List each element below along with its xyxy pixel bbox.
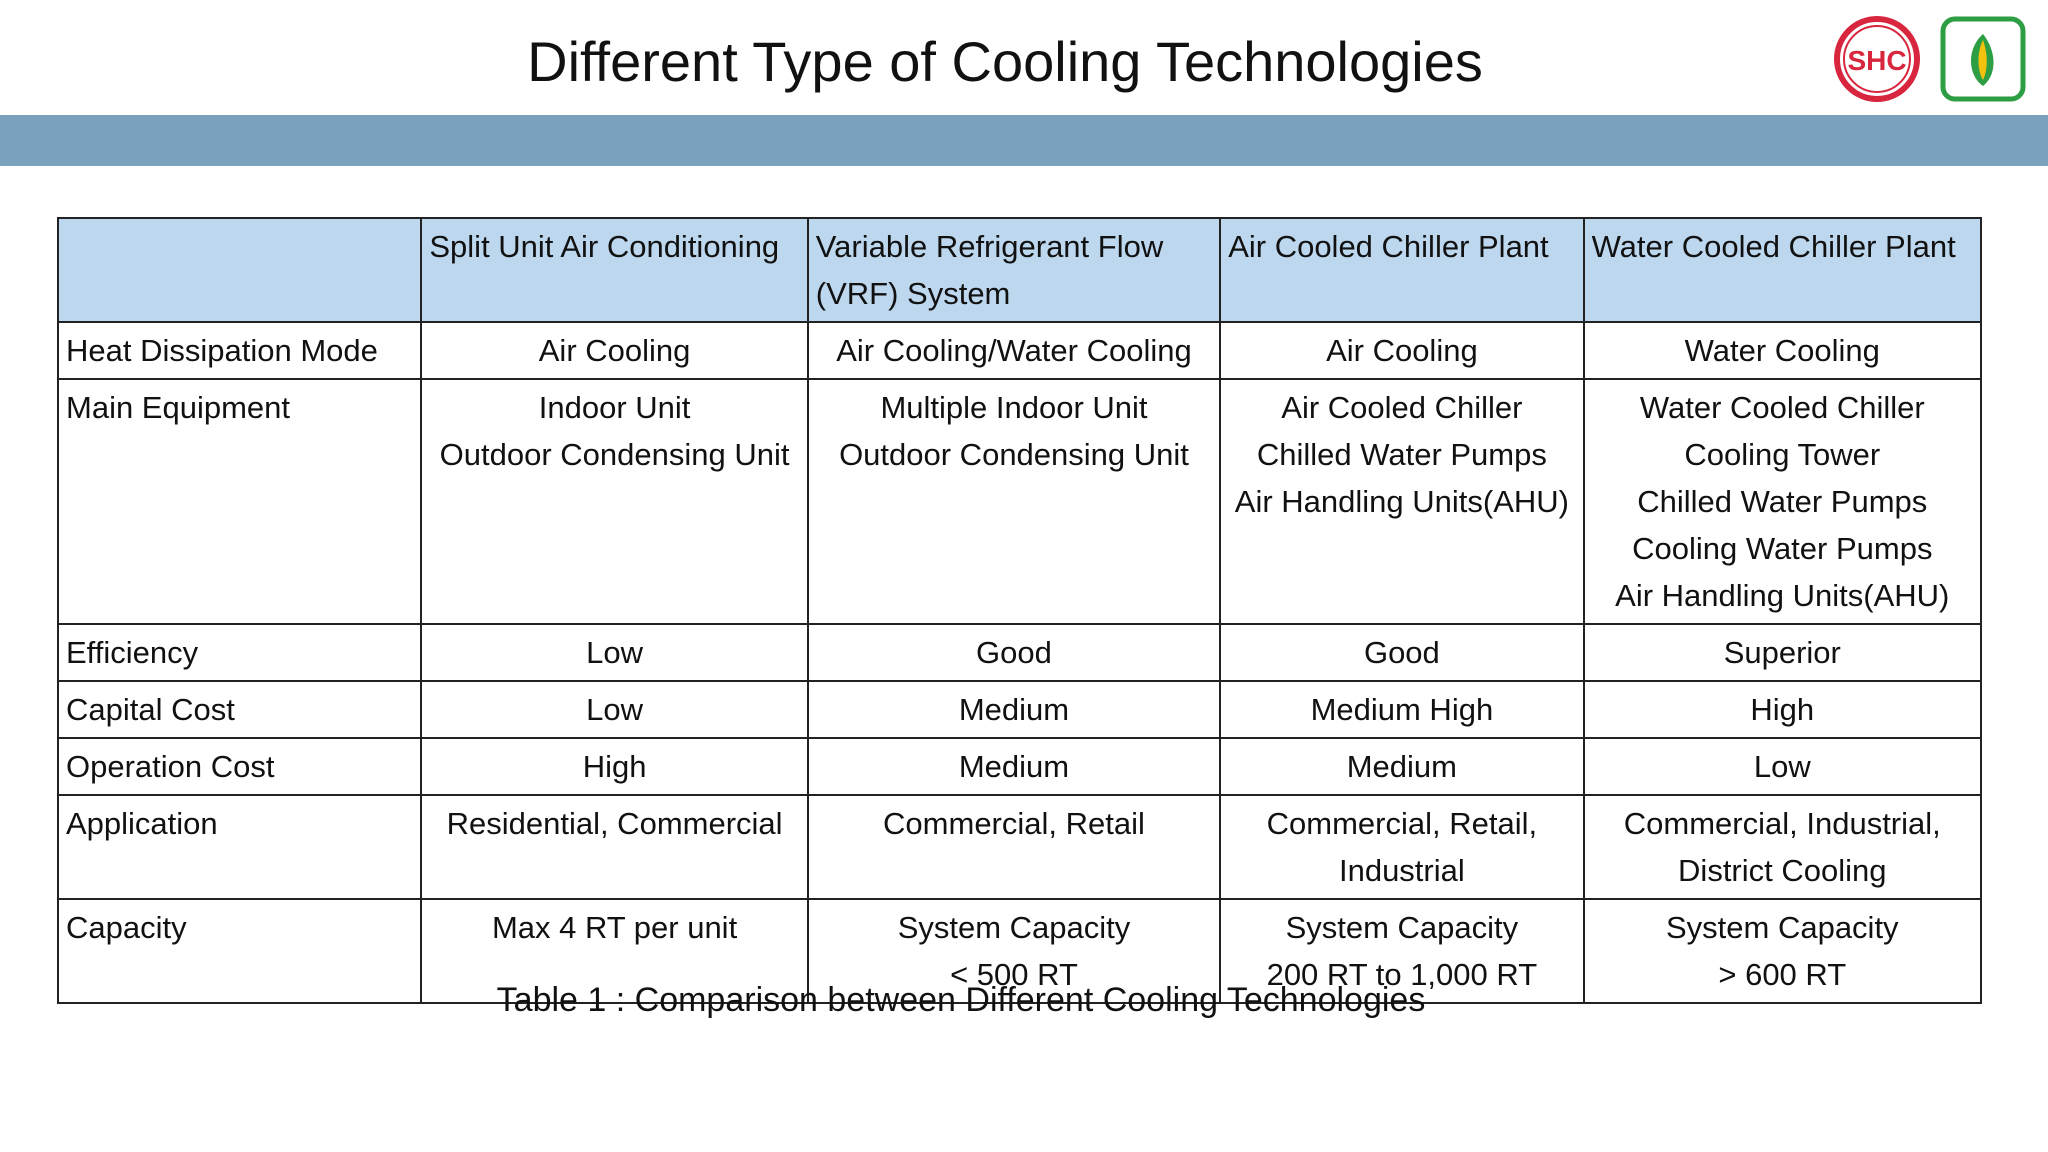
table-cell: Commercial, Retail (806, 794, 1222, 900)
comparison-table: Split Unit Air Conditioning Variable Ref… (56, 217, 1983, 1004)
cell-line: Commercial, Industrial, (1623, 806, 1941, 841)
cell-line: Low (1753, 749, 1811, 784)
cell-line: Multiple Indoor Unit (880, 390, 1148, 425)
table-cell: Air Cooling/Water Cooling (806, 321, 1222, 380)
table-cell: High (420, 737, 809, 796)
table-cell: Medium (1219, 737, 1585, 796)
table-cell: Low (420, 680, 809, 739)
cell-line: Air Cooling (1326, 333, 1478, 368)
cell-line: Commercial, Retail, (1266, 806, 1538, 841)
table-cell: Low (1582, 737, 1983, 796)
cell-line: Water Cooled Chiller (1639, 390, 1925, 425)
table-cell: System Capacity > 600 RT (1582, 898, 1983, 1004)
row-label: Efficiency (56, 623, 423, 682)
cell-line: Chilled Water Pumps (1256, 437, 1547, 472)
cell-line: Industrial (1338, 853, 1465, 888)
row-label: Capacity (56, 898, 423, 1004)
table-cell: System Capacity < 500 RT (806, 898, 1222, 1004)
table-cell: Air Cooling (420, 321, 809, 380)
row-label: Heat Dissipation Mode (56, 321, 423, 380)
cell-line: Good (1363, 635, 1440, 670)
cell-line: Water Cooling (1684, 333, 1880, 368)
logo-group: SHC (1832, 14, 2028, 104)
row-label: Application (56, 794, 423, 900)
header-cell-vrf: Variable Refrigerant Flow (VRF) System (806, 217, 1222, 323)
table-cell: Multiple Indoor Unit Outdoor Condensing … (806, 378, 1222, 625)
cell-line: System Capacity (1665, 910, 1899, 945)
cell-line: High (1750, 692, 1815, 727)
table-row: Operation Cost High Medium Medium Low (56, 737, 1983, 796)
table-row: Capacity Max 4 RT per unit System Capaci… (56, 898, 1983, 1004)
table-cell: Air Cooled Chiller Chilled Water Pumps A… (1219, 378, 1585, 625)
cell-line: Commercial, Retail (883, 806, 1145, 841)
table-cell: Residential, Commercial (420, 794, 809, 900)
row-label: Capital Cost (56, 680, 423, 739)
cell-line: Good (976, 635, 1052, 670)
table-cell: Good (806, 623, 1222, 682)
header-cell-air-cooled: Air Cooled Chiller Plant (1219, 217, 1585, 323)
cell-line: Low (586, 692, 643, 727)
svg-text:SHC: SHC (1847, 45, 1906, 76)
cell-line: District Cooling (1678, 853, 1887, 888)
header-cell-empty (56, 217, 423, 323)
table-cell: Medium High (1219, 680, 1585, 739)
table-cell: Air Cooling (1219, 321, 1585, 380)
cell-line: Medium High (1310, 692, 1494, 727)
table-row: Application Residential, Commercial Comm… (56, 794, 1983, 900)
cell-line: Air Handling Units(AHU) (1234, 484, 1569, 519)
cell-line: Low (586, 635, 643, 670)
header-cell-water-cooled: Water Cooled Chiller Plant (1582, 217, 1983, 323)
table-cell: Good (1219, 623, 1585, 682)
cell-line: Chilled Water Pumps (1637, 484, 1928, 519)
cell-line: Air Handling Units(AHU) (1615, 578, 1950, 613)
cell-line: Air Cooling/Water Cooling (836, 333, 1192, 368)
cell-line: Superior (1723, 635, 1841, 670)
row-label: Operation Cost (56, 737, 423, 796)
cell-line: 200 RT to 1,000 RT (1266, 957, 1538, 992)
table-cell: Water Cooled Chiller Cooling Tower Chill… (1582, 378, 1983, 625)
cell-line: > 600 RT (1718, 957, 1847, 992)
cell-line: Medium (958, 692, 1070, 727)
table-row: Main Equipment Indoor Unit Outdoor Conde… (56, 378, 1983, 625)
cell-line: System Capacity (1285, 910, 1519, 945)
table-cell: Medium (806, 737, 1222, 796)
leaf-logo-icon (1940, 16, 2026, 102)
cell-line: Medium (958, 749, 1070, 784)
table-row: Capital Cost Low Medium Medium High High (56, 680, 1983, 739)
cell-line: Outdoor Condensing Unit (439, 437, 790, 472)
table-cell: Indoor Unit Outdoor Condensing Unit (420, 378, 809, 625)
cell-line: Residential, Commercial (446, 806, 783, 841)
table-row: Heat Dissipation Mode Air Cooling Air Co… (56, 321, 1983, 380)
table-cell: Superior (1582, 623, 1983, 682)
title-band (0, 115, 2048, 166)
table-cell: Commercial, Retail, Industrial (1219, 794, 1585, 900)
cell-line: Max 4 RT per unit (491, 910, 738, 945)
table-cell: Max 4 RT per unit (420, 898, 809, 1004)
slide-title: Different Type of Cooling Technologies (527, 30, 1483, 93)
shc-logo-icon: SHC (1834, 16, 1920, 102)
header-cell-split-unit: Split Unit Air Conditioning (420, 217, 809, 323)
table-cell: Medium (806, 680, 1222, 739)
cell-line: Air Cooled Chiller (1281, 390, 1523, 425)
table-cell: System Capacity 200 RT to 1,000 RT (1219, 898, 1585, 1004)
table-caption: Table 1 : Comparison between Different C… (496, 981, 1426, 1019)
table-cell: Low (420, 623, 809, 682)
cell-line: Medium (1346, 749, 1457, 784)
cell-line: High (582, 749, 647, 784)
cell-line: Air Cooling (538, 333, 691, 368)
table-cell: Water Cooling (1582, 321, 1983, 380)
table-cell: Commercial, Industrial, District Cooling (1582, 794, 1983, 900)
cell-line: Cooling Tower (1684, 437, 1881, 472)
cell-line: Outdoor Condensing Unit (839, 437, 1189, 472)
table-row: Efficiency Low Good Good Superior (56, 623, 1983, 682)
cell-line: Indoor Unit (538, 390, 691, 425)
cell-line: < 500 RT (950, 957, 1078, 992)
row-label: Main Equipment (56, 378, 423, 625)
cell-line: Cooling Water Pumps (1632, 531, 1933, 566)
table-cell: High (1582, 680, 1983, 739)
table-header-row: Split Unit Air Conditioning Variable Ref… (56, 217, 1983, 323)
cell-line: System Capacity (897, 910, 1131, 945)
